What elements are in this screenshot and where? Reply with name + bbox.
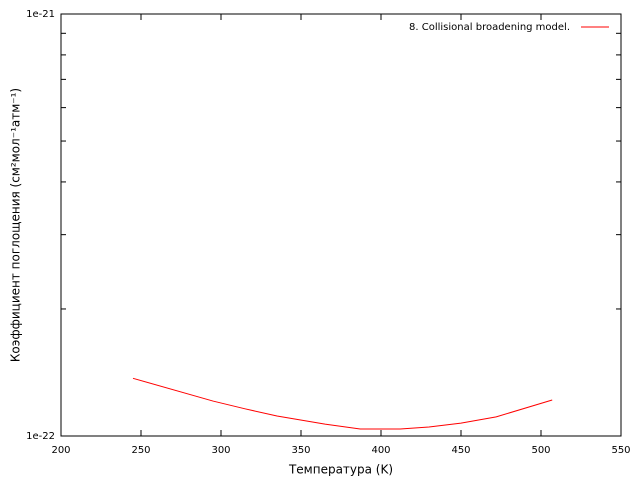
x-axis-label: Температура (K) [288,463,393,477]
x-tick-label: 500 [531,445,550,456]
y-axis-label: Коэффициент поглощения (см²мол⁻¹атм⁻¹) [9,88,23,362]
plot-border [60,13,622,437]
x-tick-label: 300 [211,445,230,456]
x-tick-label: 550 [611,445,630,456]
legend-label: 8. Collisional broadening model. [409,22,570,33]
y-tick-label: 1e-22 [26,431,55,442]
x-tick-label: 350 [291,445,310,456]
x-tick-label: 250 [131,445,150,456]
x-tick-label: 450 [451,445,470,456]
x-tick-label: 400 [371,445,390,456]
data-line [132,377,553,430]
x-tick-label: 200 [51,445,70,456]
y-tick-label: 1e-21 [26,9,55,20]
